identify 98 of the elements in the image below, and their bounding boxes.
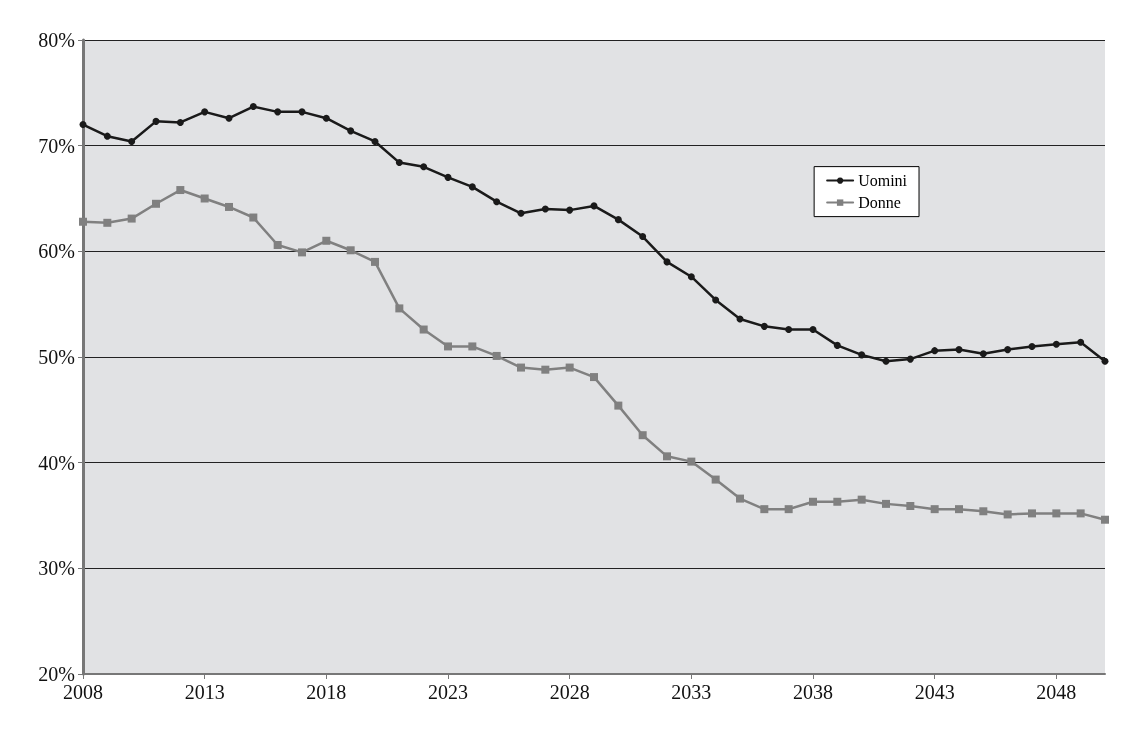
point: [809, 326, 817, 334]
point: [1077, 338, 1085, 346]
point: [1003, 510, 1012, 519]
point: [1076, 509, 1085, 518]
point: [395, 159, 403, 167]
point: [590, 373, 598, 382]
point: [273, 240, 282, 249]
y-tick-label: 30%: [38, 557, 75, 580]
point: [955, 346, 963, 354]
point: [687, 273, 695, 281]
point: [468, 342, 477, 351]
point: [176, 118, 184, 126]
point: [882, 357, 890, 365]
x-tick-label: 2013: [184, 681, 225, 703]
point: [760, 505, 769, 514]
point: [955, 505, 963, 514]
x-tick-label: 2043: [914, 681, 955, 703]
point: [468, 183, 476, 191]
point: [103, 218, 112, 227]
point: [1052, 340, 1060, 348]
y-tick-label: 70%: [38, 134, 75, 157]
point: [200, 194, 209, 203]
point: [712, 296, 720, 304]
point: [541, 205, 549, 213]
point: [79, 217, 87, 226]
y-tick-label: 60%: [38, 240, 75, 263]
point: [1101, 515, 1109, 524]
point: [1101, 357, 1109, 365]
point: [906, 355, 914, 363]
point: [127, 214, 136, 223]
point: [444, 342, 452, 351]
point: [347, 127, 355, 135]
point: [541, 365, 550, 374]
point: [639, 233, 647, 241]
legend-label: Donne: [858, 194, 901, 212]
point: [201, 108, 209, 116]
x-tick-label: 2038: [793, 681, 833, 703]
point: [322, 114, 330, 122]
point: [346, 246, 355, 255]
point: [371, 137, 379, 145]
y-tick-label: 50%: [38, 346, 75, 368]
point: [736, 494, 744, 503]
point: [152, 117, 160, 125]
point: [566, 206, 574, 214]
point: [1052, 509, 1061, 518]
point: [979, 507, 988, 516]
point: [249, 103, 257, 111]
point: [882, 499, 890, 508]
x-tick-label: 2023: [428, 681, 468, 703]
point: [103, 132, 111, 140]
point: [711, 475, 720, 484]
point: [517, 363, 525, 372]
x-tick-label: 2048: [1036, 681, 1077, 703]
point: [1004, 346, 1012, 354]
point: [225, 202, 233, 211]
x-tick-label: 2018: [306, 681, 347, 703]
point: [906, 501, 915, 510]
point: [760, 322, 768, 330]
point: [444, 173, 452, 181]
x-tick-label: 2028: [549, 681, 590, 703]
point: [784, 505, 793, 514]
point: [857, 495, 866, 504]
x-tick-label: 2033: [671, 681, 712, 703]
point: [638, 431, 647, 440]
point: [1028, 509, 1036, 518]
point: [858, 351, 866, 359]
point: [298, 248, 306, 257]
point: [493, 198, 501, 206]
point: [1028, 342, 1036, 350]
point: [614, 216, 622, 224]
point: [833, 497, 842, 506]
point: [152, 199, 160, 208]
point: [930, 505, 939, 514]
point: [809, 497, 817, 506]
point: [614, 401, 623, 410]
point: [176, 186, 185, 195]
point: [419, 325, 428, 334]
y-tick-label: 40%: [38, 451, 75, 474]
point: [322, 236, 331, 245]
point: [785, 326, 793, 334]
point: [663, 452, 671, 461]
point: [274, 108, 282, 116]
point: [492, 351, 501, 360]
point: [565, 363, 574, 372]
point: [517, 209, 525, 217]
point: [225, 114, 233, 122]
point: [395, 304, 404, 313]
legend-label: Uomini: [858, 172, 908, 190]
y-tick-label: 80%: [38, 29, 75, 51]
point: [79, 121, 87, 129]
point: [420, 163, 428, 171]
point: [833, 341, 841, 349]
point: [128, 137, 136, 145]
point: [249, 213, 258, 222]
point: [687, 457, 696, 466]
point: [931, 347, 939, 355]
point: [979, 350, 987, 358]
point: [371, 257, 379, 266]
